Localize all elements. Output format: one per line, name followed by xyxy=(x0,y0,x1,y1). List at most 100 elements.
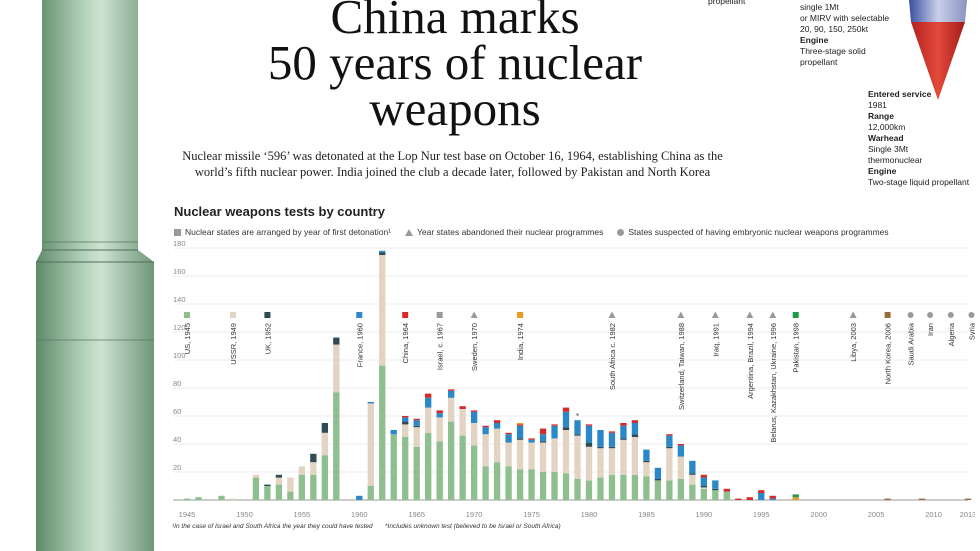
bar-segment-uk xyxy=(562,427,570,430)
annotation-label: Israel, c. 1967 xyxy=(436,323,445,370)
bar-segment-china xyxy=(402,416,409,418)
bar-segment-india xyxy=(516,423,524,425)
annotation-triangle-marker xyxy=(769,311,777,318)
spec-value: or MIRV with selectable xyxy=(800,13,890,23)
nuclear-tests-chart: 20 40 60 80 100 120 140 160 180 1945 1950 1955 1960 1… xyxy=(173,240,975,519)
annotation-label: India, 1974 xyxy=(516,323,525,360)
annotation-square-marker xyxy=(184,312,190,318)
bar-segment-china xyxy=(459,406,466,409)
bar-segment-us xyxy=(367,486,374,500)
bar-segment-uk xyxy=(321,423,328,433)
bar-segment-china xyxy=(631,420,639,423)
spec-value: propellant xyxy=(800,57,838,67)
bar-segment-france xyxy=(758,493,765,500)
bar-segment-us xyxy=(183,498,191,500)
bar-segment-france xyxy=(654,467,662,479)
bar-segment-france xyxy=(425,397,432,408)
y-tick-label: 60 xyxy=(173,407,181,416)
annotation-square-marker xyxy=(356,312,363,318)
bar-segment-china xyxy=(493,420,501,423)
bar-segment-uk xyxy=(539,441,547,443)
bar-segment-ussr xyxy=(448,397,455,422)
spec-heading: Engine xyxy=(868,166,897,176)
bar-segment-ussr xyxy=(689,474,696,485)
spec-heading: Range xyxy=(868,111,894,121)
bar-segment-ussr xyxy=(252,474,260,478)
spec-value: 1981 xyxy=(868,100,887,110)
bar-segment-ussr xyxy=(459,409,466,436)
annotation-label: Iraq, 1991 xyxy=(711,323,720,357)
bar-segment-uk xyxy=(643,460,650,463)
bar-segment-us xyxy=(287,491,294,500)
bar-segment-us xyxy=(195,497,202,500)
bar-segment-us xyxy=(551,472,558,500)
annotation-square-marker xyxy=(402,312,409,318)
bar-segment-france xyxy=(689,460,696,474)
bar-segment-us xyxy=(470,445,478,500)
bar-segment-ussr xyxy=(425,407,432,433)
circle-icon xyxy=(617,229,625,237)
annotation-triangle-marker xyxy=(677,311,685,318)
bar-segment-ussr xyxy=(229,498,237,500)
bar-segment-france xyxy=(402,417,409,422)
bar-segment-ussr xyxy=(436,417,443,442)
bar-segment-pakistan xyxy=(792,494,799,498)
bar-segment-uk xyxy=(700,486,707,488)
bar-segment-ussr xyxy=(505,442,512,467)
annotation-label: Algeria xyxy=(947,322,956,346)
bar-segment-us xyxy=(574,479,581,500)
bar-segment-us xyxy=(516,469,524,500)
spec-left-line: propellant xyxy=(708,0,746,6)
bar-segment-france xyxy=(505,434,512,443)
bar-segment-china xyxy=(562,407,570,412)
bar-segment-us xyxy=(298,474,306,500)
legend-item-abandoned: Year states abandoned their nuclear prog… xyxy=(405,227,603,237)
annotation-label: Switzerland, Taiwan, 1988 xyxy=(677,323,686,410)
bar-segment-france xyxy=(643,449,650,461)
bar-segment-ussr xyxy=(643,462,650,477)
annotation-circle-marker xyxy=(968,312,975,318)
annotation-label: Saudi Arabia xyxy=(907,322,916,365)
annotation-circle-marker xyxy=(907,312,914,318)
spec-mid: single 1Mt or MIRV with selectable 20, 90,… xyxy=(800,2,889,68)
bar-segment-uk xyxy=(666,446,673,449)
x-tick-label: 1985 xyxy=(638,510,655,519)
bar-segment-us xyxy=(585,480,593,500)
y-tick-label: 20 xyxy=(173,463,181,472)
bar-segment-uk xyxy=(689,473,696,475)
bar-segment-china xyxy=(769,495,776,499)
title-line-2: 50 years of nuclear xyxy=(267,35,643,90)
bar-segment-france xyxy=(448,390,455,398)
spec-value: Three-stage solid xyxy=(800,46,866,56)
y-tick-label: 100 xyxy=(173,351,186,360)
annotation-square-marker xyxy=(229,312,236,318)
bar-segment-us xyxy=(689,484,696,500)
bar-segment-china xyxy=(528,438,535,440)
bar-segment-ussr xyxy=(287,477,294,492)
bar-segment-china xyxy=(551,424,558,426)
bar-segment-china xyxy=(700,474,707,478)
bar-segment-uk xyxy=(264,484,271,486)
chart-title: Nuclear weapons tests by country xyxy=(174,204,385,219)
bar-segment-ussr xyxy=(700,487,707,489)
bar-segment-france xyxy=(608,432,616,447)
annotation-square-marker xyxy=(436,312,443,318)
bar-segment-us xyxy=(264,486,271,500)
annotation-square-marker xyxy=(517,312,524,318)
bar-segment-china xyxy=(746,497,753,500)
bar-segment-china xyxy=(436,410,443,414)
x-tick-label: 1990 xyxy=(695,510,712,519)
annotation-label: North Korea, 2006 xyxy=(884,323,893,384)
bar-segment-china xyxy=(585,424,593,426)
x-tick-label: 1975 xyxy=(523,510,540,519)
bar-segment-us xyxy=(218,495,225,500)
square-icon xyxy=(174,229,181,237)
bar-segment-china xyxy=(425,393,432,398)
bar-segment-uk xyxy=(631,434,639,437)
bar-segment-france xyxy=(631,423,639,435)
annotation-square-marker xyxy=(792,312,799,318)
bar-segment-france xyxy=(436,413,443,418)
annotation-triangle-marker xyxy=(608,311,616,318)
x-tick-label: 1955 xyxy=(294,510,311,519)
bar-segment-us xyxy=(643,476,650,500)
